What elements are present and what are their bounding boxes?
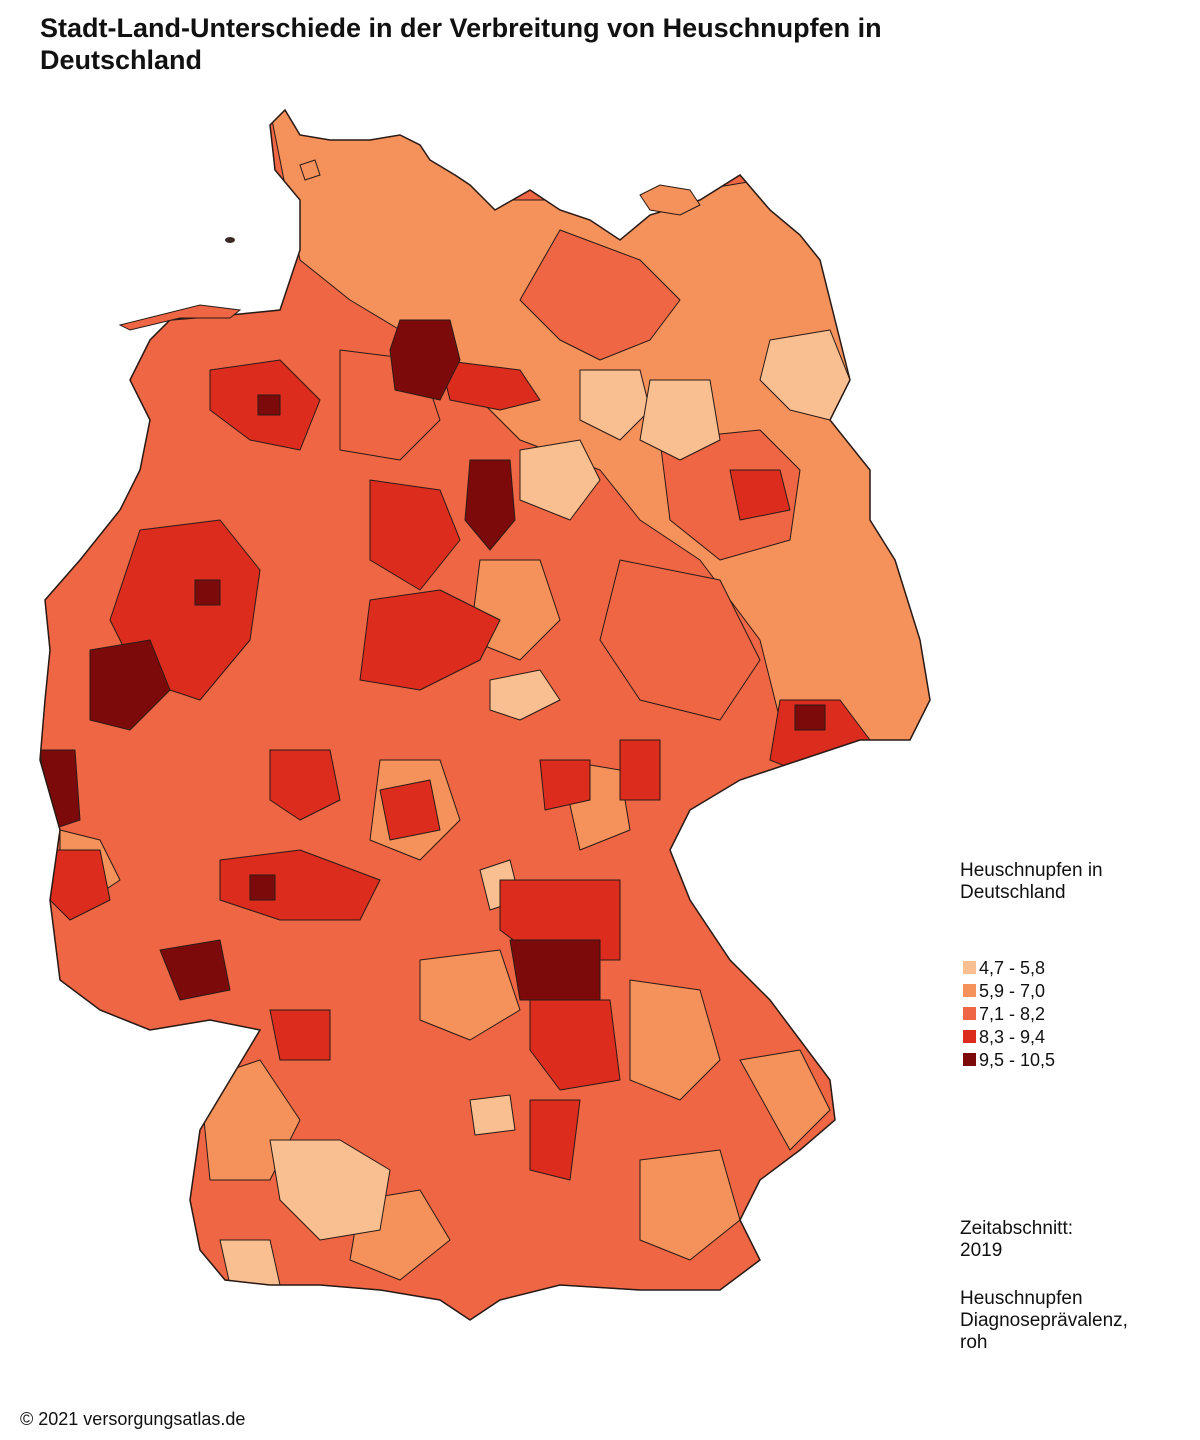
legend-swatch (963, 1007, 976, 1020)
legend-swatch (963, 961, 976, 974)
district-region (219, 849, 381, 921)
map-title: Stadt-Land-Unterschiede in der Verbreitu… (40, 12, 1040, 76)
indicator-line-1: Heuschnupfen (960, 1288, 1083, 1309)
indicator-line-3: roh (960, 1332, 988, 1353)
time-period-label: Zeitabschnitt: (960, 1218, 1073, 1239)
district-region (369, 479, 461, 591)
legend-label: 9,5 - 10,5 (979, 1049, 1056, 1070)
district-region (269, 1139, 391, 1241)
east-frisian-islands (118, 304, 242, 331)
time-period-value: 2019 (960, 1240, 1003, 1261)
district-region (269, 749, 341, 821)
legend-item: 8,3 - 9,4 (960, 1025, 1180, 1048)
district-region (469, 1094, 516, 1136)
district-region (269, 1009, 331, 1061)
district-region (219, 1239, 281, 1286)
district-region (439, 359, 541, 411)
legend-title: Heuschnupfen in Deutschland (960, 860, 1180, 904)
district-region (249, 874, 276, 901)
district-region (40, 749, 81, 831)
district-region (739, 1049, 831, 1151)
district-region (194, 579, 221, 606)
indicator-description: Heuschnupfen Diagnoseprävalenz, roh (960, 1288, 1128, 1354)
legend-title-line-2: Deutschland (960, 882, 1066, 903)
map-legend: Heuschnupfen in Deutschland 4,7 - 5,8 5,9… (960, 860, 1180, 1071)
district-region (489, 669, 561, 721)
map-title-line-2: Deutschland (40, 45, 203, 75)
district-region (379, 779, 441, 841)
district-region (659, 429, 801, 561)
legend-item: 5,9 - 7,0 (960, 979, 1180, 1002)
district-region (419, 949, 521, 1041)
island (225, 237, 235, 243)
district-region (639, 1149, 741, 1261)
district-region (629, 979, 721, 1101)
indicator-line-2: Diagnoseprävalenz, (960, 1310, 1128, 1331)
district-region (359, 589, 501, 691)
district-region (159, 939, 231, 1001)
legend-swatch (963, 1030, 976, 1043)
legend-label: 7,1 - 8,2 (979, 1003, 1046, 1024)
legend-label: 8,3 - 9,4 (979, 1026, 1046, 1047)
north-frisian-island (299, 159, 321, 181)
district-region (519, 229, 681, 361)
legend-item: 9,5 - 10,5 (960, 1048, 1180, 1071)
legend-item: 4,7 - 5,8 (960, 956, 1180, 979)
legend-list: 4,7 - 5,8 5,9 - 7,0 7,1 - 8,2 8,3 - 9,4 9,5 … (960, 956, 1180, 1071)
legend-title-line-1: Heuschnupfen in (960, 860, 1103, 881)
germany-choropleth-map (39, 109, 931, 1321)
district-region (619, 739, 661, 801)
ruegen-island (639, 184, 701, 216)
district-region (89, 639, 171, 731)
district-region (599, 559, 761, 721)
legend-swatch (963, 984, 976, 997)
district-region (794, 704, 826, 731)
district-region (539, 759, 591, 811)
district-region (579, 369, 651, 441)
time-period: Zeitabschnitt: 2019 (960, 1218, 1073, 1262)
district-region (257, 394, 281, 416)
district-region (639, 379, 721, 461)
legend-label: 5,9 - 7,0 (979, 980, 1046, 1001)
district-region (464, 459, 516, 551)
district-region (519, 439, 601, 521)
district-region (729, 469, 791, 521)
legend-swatch (963, 1053, 976, 1066)
district-region (389, 319, 461, 401)
district-regions (40, 110, 930, 1286)
map-title-line-1: Stadt-Land-Unterschiede in der Verbreitu… (40, 13, 882, 43)
copyright-notice: © 2021 versorgungsatlas.de (20, 1409, 246, 1429)
legend-item: 7,1 - 8,2 (960, 1002, 1180, 1025)
district-region (529, 1099, 581, 1181)
legend-label: 4,7 - 5,8 (979, 957, 1046, 978)
district-region (509, 939, 601, 1001)
